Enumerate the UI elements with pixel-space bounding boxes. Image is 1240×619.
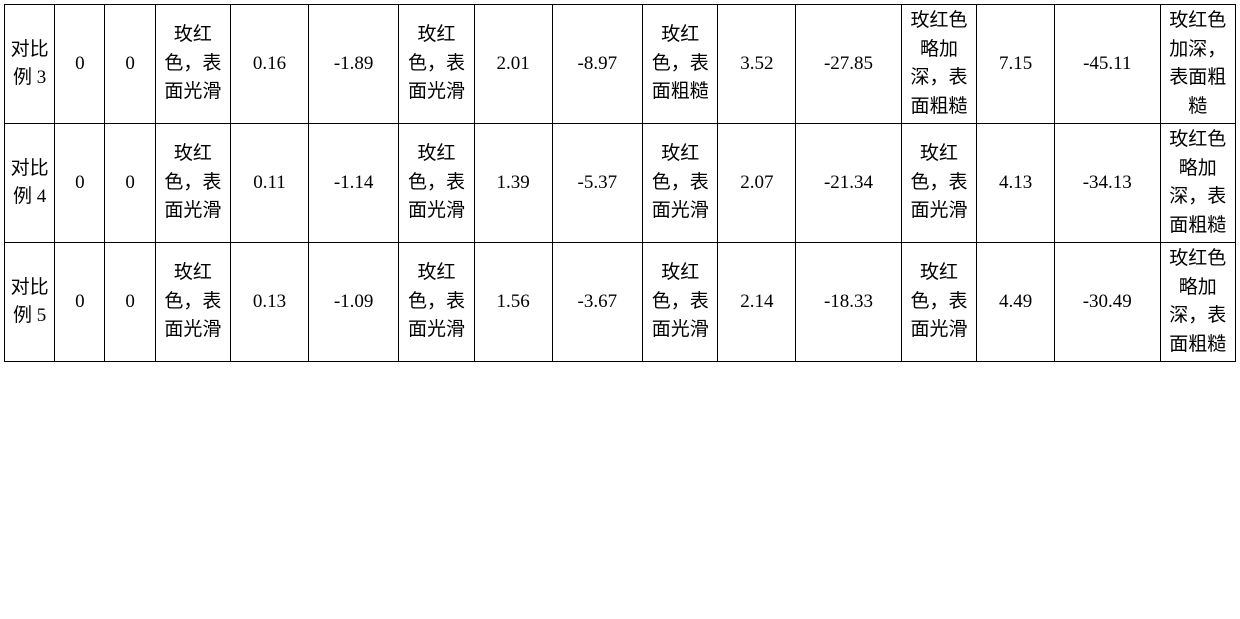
cell-desc3: 玫红色，表面光滑 <box>643 243 718 362</box>
table-row: 对比例 5 0 0 玫红色，表面光滑 0.13 -1.09 玫红色，表面光滑 1… <box>5 243 1236 362</box>
cell-z1: 0 <box>55 243 105 362</box>
cell-desc1: 玫红色，表面光滑 <box>155 243 230 362</box>
cell-v1a: 0.11 <box>231 124 309 243</box>
cell-desc4: 玫红色略加深，表面粗糙 <box>901 5 976 124</box>
cell-desc5: 玫红色略加深，表面粗糙 <box>1160 124 1235 243</box>
cell-desc4: 玫红色，表面光滑 <box>901 124 976 243</box>
cell-desc1: 玫红色，表面光滑 <box>155 5 230 124</box>
cell-z1: 0 <box>55 5 105 124</box>
cell-v4a: 7.15 <box>977 5 1055 124</box>
cell-v3a: 2.14 <box>718 243 796 362</box>
cell-desc5: 玫红色加深，表面粗糙 <box>1160 5 1235 124</box>
cell-v2b: -5.37 <box>552 124 642 243</box>
table-row: 对比例 3 0 0 玫红色，表面光滑 0.16 -1.89 玫红色，表面光滑 2… <box>5 5 1236 124</box>
cell-desc4: 玫红色，表面光滑 <box>901 243 976 362</box>
cell-v4a: 4.49 <box>977 243 1055 362</box>
cell-z2: 0 <box>105 243 155 362</box>
cell-v2a: 1.39 <box>474 124 552 243</box>
cell-v1b: -1.14 <box>308 124 398 243</box>
cell-desc2: 玫红色，表面光滑 <box>399 124 474 243</box>
cell-desc3: 玫红色，表面光滑 <box>643 124 718 243</box>
cell-v2b: -3.67 <box>552 243 642 362</box>
cell-v1a: 0.13 <box>231 243 309 362</box>
cell-desc1: 玫红色，表面光滑 <box>155 124 230 243</box>
row-label: 对比例 3 <box>5 5 55 124</box>
cell-desc2: 玫红色，表面光滑 <box>399 5 474 124</box>
cell-v1b: -1.09 <box>308 243 398 362</box>
cell-desc3: 玫红色，表面粗糙 <box>643 5 718 124</box>
cell-desc2: 玫红色，表面光滑 <box>399 243 474 362</box>
cell-v1a: 0.16 <box>231 5 309 124</box>
cell-v4b: -30.49 <box>1055 243 1161 362</box>
cell-v3a: 3.52 <box>718 5 796 124</box>
table-row: 对比例 4 0 0 玫红色，表面光滑 0.11 -1.14 玫红色，表面光滑 1… <box>5 124 1236 243</box>
cell-desc5: 玫红色略加深，表面粗糙 <box>1160 243 1235 362</box>
cell-z2: 0 <box>105 5 155 124</box>
cell-v2a: 1.56 <box>474 243 552 362</box>
cell-v1b: -1.89 <box>308 5 398 124</box>
row-label: 对比例 5 <box>5 243 55 362</box>
cell-z1: 0 <box>55 124 105 243</box>
cell-v3b: -27.85 <box>796 5 902 124</box>
cell-v3a: 2.07 <box>718 124 796 243</box>
cell-v2a: 2.01 <box>474 5 552 124</box>
cell-v3b: -21.34 <box>796 124 902 243</box>
cell-v3b: -18.33 <box>796 243 902 362</box>
row-label: 对比例 4 <box>5 124 55 243</box>
cell-v4b: -34.13 <box>1055 124 1161 243</box>
cell-v2b: -8.97 <box>552 5 642 124</box>
comparison-table: 对比例 3 0 0 玫红色，表面光滑 0.16 -1.89 玫红色，表面光滑 2… <box>4 4 1236 362</box>
cell-z2: 0 <box>105 124 155 243</box>
cell-v4a: 4.13 <box>977 124 1055 243</box>
cell-v4b: -45.11 <box>1055 5 1161 124</box>
